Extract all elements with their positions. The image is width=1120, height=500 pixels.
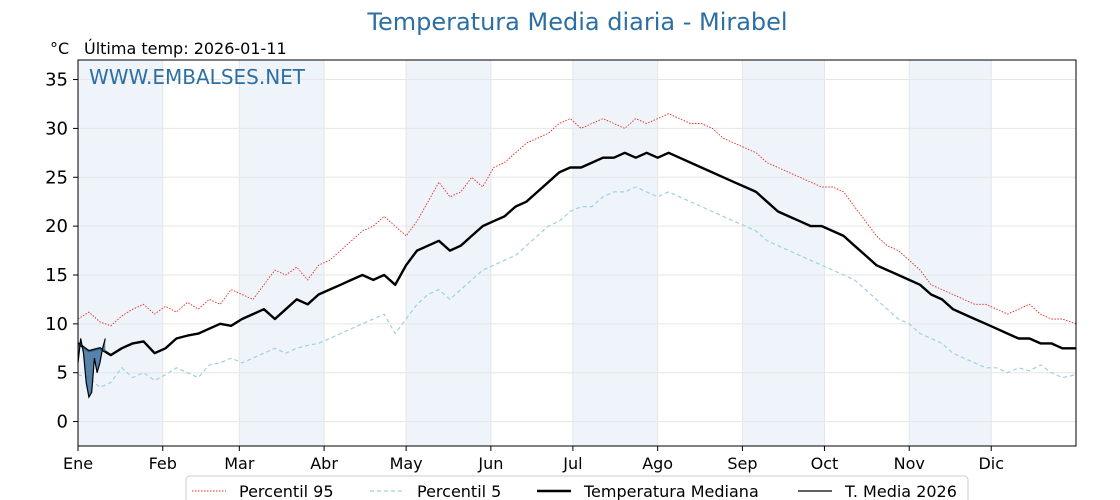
x-tick-label: Oct bbox=[811, 454, 839, 473]
x-tick-label: Ago bbox=[642, 454, 673, 473]
x-tick-label: Ene bbox=[63, 454, 93, 473]
month-band bbox=[239, 60, 325, 446]
x-tick-label: Jul bbox=[562, 454, 582, 473]
chart-title: Temperatura Media diaria - Mirabel bbox=[367, 8, 788, 36]
legend-label-p5: Percentil 5 bbox=[417, 482, 501, 500]
x-tick-label: Sep bbox=[727, 454, 757, 473]
y-tick-label: 0 bbox=[57, 412, 68, 433]
y-tick-label: 15 bbox=[45, 265, 68, 286]
legend-label-current: T. Media 2026 bbox=[844, 482, 957, 500]
legend-label-p95: Percentil 95 bbox=[239, 482, 334, 500]
x-tick-label: Nov bbox=[894, 454, 925, 473]
series-current-line bbox=[77, 338, 106, 399]
y-axis: 0 5 10 15 20 25 30 35 bbox=[45, 70, 78, 433]
series-median-line bbox=[77, 151, 1076, 357]
x-tick-label: Mar bbox=[224, 454, 255, 473]
x-tick-label: Abr bbox=[310, 454, 338, 473]
series-p95-line bbox=[77, 113, 1077, 327]
y-unit-label: °C bbox=[50, 39, 70, 58]
series-layer bbox=[77, 113, 1077, 399]
legend: Percentil 95 Percentil 5 Temperatura Media… bbox=[185, 475, 969, 500]
x-tick-label: May bbox=[390, 454, 423, 473]
month-band bbox=[406, 60, 491, 446]
legend-label-median: Temperatura Mediana bbox=[583, 482, 759, 500]
plot-frame bbox=[77, 59, 1077, 447]
current-year-area bbox=[78, 338, 106, 398]
last-temp-label: Última temp: 2026-01-11 bbox=[84, 39, 287, 58]
y-tick-label: 30 bbox=[45, 118, 68, 139]
y-tick-label: 5 bbox=[57, 363, 68, 384]
y-tick-label: 35 bbox=[45, 70, 68, 91]
legend-box bbox=[185, 475, 969, 500]
y-tick-label: 20 bbox=[45, 216, 68, 237]
x-tick-label: Jun bbox=[477, 454, 503, 473]
x-axis: Ene Feb Mar Abr May Jun Jul Ago Sep Oct Nov Dic bbox=[63, 446, 1004, 473]
watermark-text: WWW.EMBALSES.NET bbox=[89, 65, 306, 89]
month-band bbox=[909, 60, 992, 446]
x-tick-label: Dic bbox=[978, 454, 1004, 473]
series-p5-line bbox=[77, 186, 1077, 389]
x-tick-label: Feb bbox=[149, 454, 177, 473]
y-tick-label: 10 bbox=[45, 314, 68, 335]
month-bands bbox=[78, 60, 992, 446]
y-tick-label: 25 bbox=[45, 167, 68, 188]
month-band bbox=[742, 60, 825, 446]
month-band bbox=[572, 60, 658, 446]
